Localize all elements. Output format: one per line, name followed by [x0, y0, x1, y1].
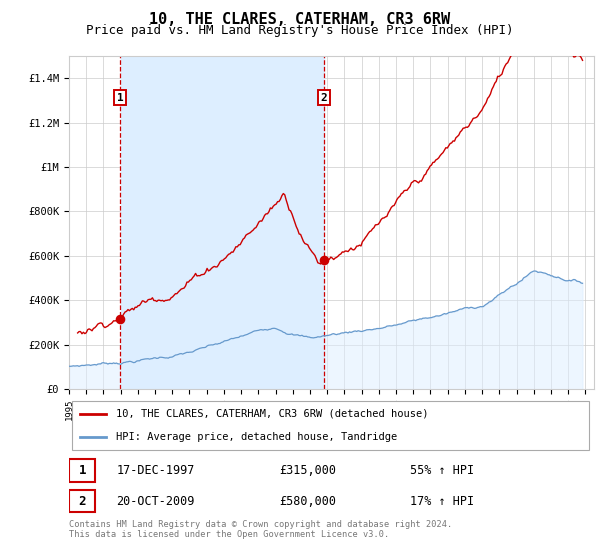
Text: HPI: Average price, detached house, Tandridge: HPI: Average price, detached house, Tand… — [116, 432, 398, 442]
Point — [319, 256, 329, 265]
Text: 2: 2 — [320, 92, 327, 102]
Text: Price paid vs. HM Land Registry's House Price Index (HPI): Price paid vs. HM Land Registry's House … — [86, 24, 514, 37]
Text: £580,000: £580,000 — [279, 494, 336, 507]
Text: 1: 1 — [79, 464, 86, 477]
FancyBboxPatch shape — [69, 459, 95, 482]
Text: 10, THE CLARES, CATERHAM, CR3 6RW (detached house): 10, THE CLARES, CATERHAM, CR3 6RW (detac… — [116, 408, 429, 418]
Text: 10, THE CLARES, CATERHAM, CR3 6RW: 10, THE CLARES, CATERHAM, CR3 6RW — [149, 12, 451, 27]
FancyBboxPatch shape — [69, 490, 95, 512]
Point — [115, 315, 125, 324]
Text: 20-OCT-2009: 20-OCT-2009 — [116, 494, 194, 507]
Text: 55% ↑ HPI: 55% ↑ HPI — [410, 464, 475, 477]
Text: £315,000: £315,000 — [279, 464, 336, 477]
Text: 1: 1 — [116, 92, 124, 102]
Text: 17% ↑ HPI: 17% ↑ HPI — [410, 494, 475, 507]
Text: 17-DEC-1997: 17-DEC-1997 — [116, 464, 194, 477]
Text: 2: 2 — [79, 494, 86, 507]
Text: Contains HM Land Registry data © Crown copyright and database right 2024.
This d: Contains HM Land Registry data © Crown c… — [69, 520, 452, 539]
FancyBboxPatch shape — [71, 402, 589, 450]
